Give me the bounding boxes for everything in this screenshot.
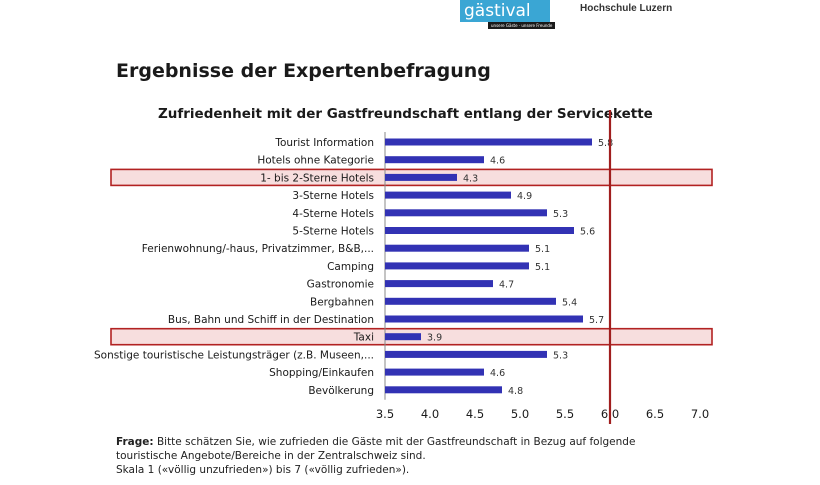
- logo-tagline: unsere Gäste · unsere Freunde: [488, 22, 556, 29]
- bar: [385, 209, 547, 217]
- bar: [385, 262, 529, 270]
- footnote-line-3: Skala 1 («völlig unzufrieden») bis 7 («v…: [116, 464, 410, 476]
- category-label: 3-Sterne Hotels: [292, 190, 374, 202]
- question-label: Frage:: [116, 436, 154, 448]
- category-label: Bergbahnen: [310, 296, 374, 308]
- value-label: 5.3: [553, 350, 568, 361]
- logo-background: gästival: [460, 0, 550, 22]
- bar: [385, 227, 574, 234]
- value-label: 4.9: [517, 191, 532, 202]
- category-label: 5-Sterne Hotels: [292, 226, 374, 238]
- value-label: 5.6: [580, 227, 595, 238]
- bar: [385, 156, 484, 164]
- category-label: Taxi: [353, 332, 374, 344]
- category-label: Bus, Bahn und Schiff in der Destination: [168, 314, 374, 326]
- slide-title: Ergebnisse der Expertenbefragung: [116, 60, 491, 82]
- value-label: 4.7: [499, 280, 514, 291]
- bar: [385, 280, 493, 288]
- category-label: Ferienwohnung/-haus, Privatzimmer, B&B,.…: [142, 243, 374, 255]
- value-label: 5.4: [562, 297, 577, 308]
- chart-title: Zufriedenheit mit der Gastfreundschaft e…: [158, 106, 653, 122]
- value-label: 5.7: [589, 315, 604, 326]
- value-label: 4.8: [508, 386, 523, 397]
- bar: [385, 138, 592, 146]
- category-label: Bevölkerung: [308, 385, 374, 397]
- bar-chart: Zufriedenheit mit der Gastfreundschaft e…: [94, 106, 713, 424]
- x-tick-label: 5.5: [556, 407, 574, 421]
- x-tick-label: 5.0: [511, 407, 529, 421]
- value-label: 3.9: [427, 333, 442, 344]
- category-label: Hotels ohne Kategorie: [257, 155, 374, 167]
- value-label: 4.6: [490, 156, 505, 167]
- gaestival-logo: gästival unsere Gäste · unsere Freunde: [460, 0, 562, 30]
- bar: [385, 297, 556, 305]
- logo-text: gästival: [464, 1, 531, 21]
- bar: [385, 386, 502, 394]
- survey-question-footnote: Frage: Bitte schätzen Sie, wie zufrieden…: [116, 435, 756, 477]
- x-tick-label: 4.5: [466, 407, 484, 421]
- value-label: 4.3: [463, 173, 478, 184]
- x-tick-label: 6.5: [646, 407, 664, 421]
- bar: [385, 350, 547, 358]
- institution-name: Hochschule Luzern: [580, 3, 673, 14]
- footnote-text-1: Bitte schätzen Sie, wie zufrieden die Gä…: [153, 436, 636, 448]
- bar: [385, 368, 484, 376]
- category-label: 4-Sterne Hotels: [292, 208, 374, 220]
- bar: [385, 333, 421, 341]
- bar: [385, 191, 511, 199]
- x-tick-label: 7.0: [691, 407, 709, 421]
- bar: [385, 173, 457, 181]
- value-label: 4.6: [490, 368, 505, 379]
- bar: [385, 315, 583, 323]
- category-label: Tourist Information: [274, 137, 374, 149]
- label-layer: Tourist Information 5.8 Hotels ohne Katego…: [94, 137, 613, 397]
- bar-layer: [385, 138, 592, 394]
- footnote-line-1: Frage: Bitte schätzen Sie, wie zufrieden…: [116, 435, 756, 449]
- bar: [385, 244, 529, 252]
- category-label: Shopping/Einkaufen: [269, 367, 374, 379]
- category-label: Sonstige touristische Leistungsträger (z…: [94, 349, 374, 361]
- footnote-line-2: touristische Angebote/Bereiche in der Ze…: [116, 450, 426, 462]
- x-tick-label: 4.0: [421, 407, 439, 421]
- category-label: Gastronomie: [307, 279, 374, 291]
- x-tick-label: 3.5: [376, 407, 394, 421]
- value-label: 5.1: [535, 244, 550, 255]
- value-label: 5.8: [598, 138, 613, 149]
- value-label: 5.1: [535, 262, 550, 273]
- category-label: Camping: [327, 261, 374, 273]
- value-label: 5.3: [553, 209, 568, 220]
- category-label: 1- bis 2-Sterne Hotels: [260, 172, 374, 184]
